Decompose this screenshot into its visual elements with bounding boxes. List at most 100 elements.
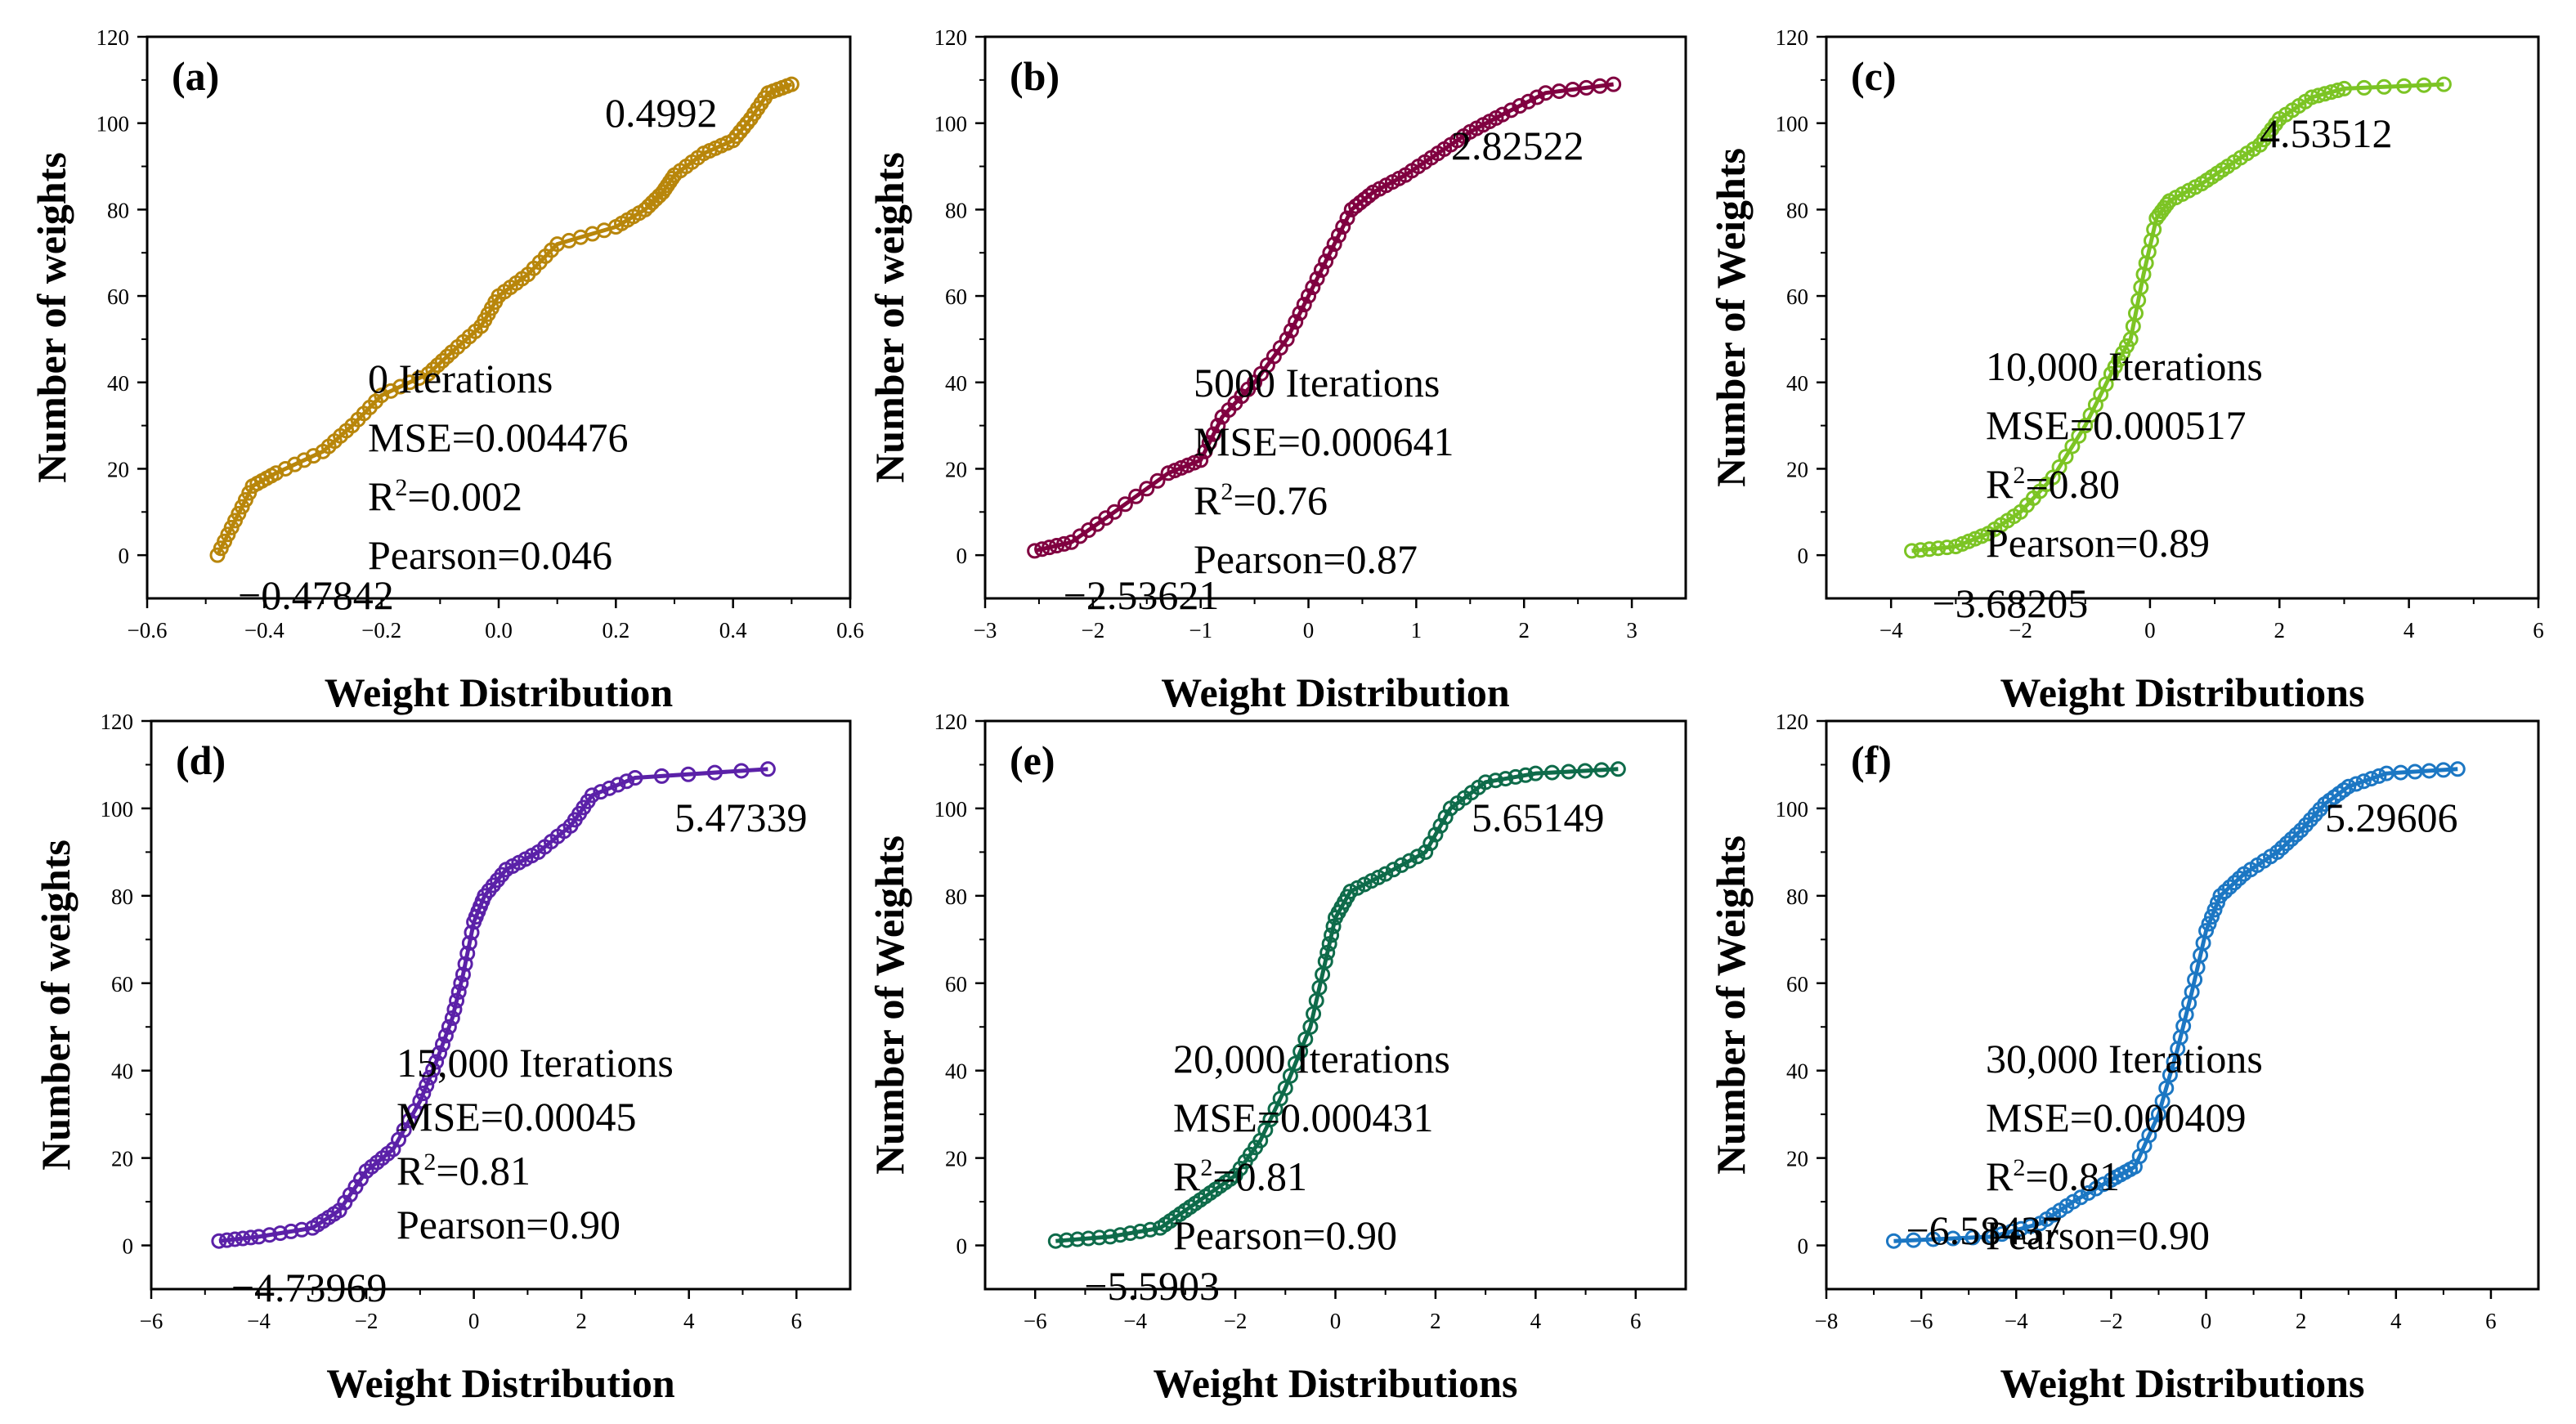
data-point — [374, 387, 390, 404]
x-tick-label: 4 — [2404, 618, 2415, 643]
data-point — [439, 348, 455, 365]
min-value-annotation: −0.47842 — [238, 572, 394, 618]
x-tick-label: 0 — [2201, 1309, 2212, 1333]
y-tick-label: 20 — [111, 1147, 133, 1171]
data-point — [2371, 768, 2387, 784]
x-tick-label: −4 — [1879, 618, 1903, 643]
data-point — [1149, 472, 1166, 489]
data-point — [420, 365, 437, 382]
data-point — [412, 1093, 428, 1109]
y-tick-label: 120 — [934, 25, 968, 50]
data-point — [1409, 849, 1426, 865]
data-point — [464, 925, 480, 941]
data-point — [1904, 543, 1920, 559]
mse-annotation: MSE=0.000641 — [1194, 419, 1454, 464]
y-tick-label: 40 — [107, 371, 129, 396]
data-point — [2376, 78, 2392, 95]
data-point — [429, 357, 446, 374]
data-point — [449, 992, 465, 1009]
x-tick-label: −8 — [1815, 1309, 1839, 1333]
data-point — [1210, 418, 1226, 434]
data-point — [1360, 187, 1377, 204]
data-point — [1906, 1232, 1922, 1248]
data-point — [1069, 1231, 1086, 1247]
data-point — [1197, 443, 1213, 459]
data-point — [1325, 918, 1342, 934]
y-tick-label: 0 — [123, 1234, 134, 1259]
x-tick-label: −2 — [355, 1309, 379, 1333]
x-axis-title: Weight Distribution — [325, 669, 674, 715]
data-point — [1027, 543, 1043, 559]
data-point — [306, 448, 322, 464]
pearson-annotation: Pearson=0.89 — [1986, 520, 2210, 566]
x-tick-label: −2 — [1224, 1309, 1248, 1333]
data-point — [1921, 541, 1938, 558]
data-point — [1945, 1230, 1961, 1247]
pearson-annotation: Pearson=0.90 — [396, 1202, 620, 1247]
y-tick-label: 20 — [945, 457, 967, 481]
data-point — [1056, 535, 1073, 552]
data-point — [1201, 435, 1217, 451]
data-point — [1283, 322, 1299, 338]
data-point — [2341, 778, 2357, 795]
x-tick-label: 4 — [683, 1309, 695, 1333]
plot-frame — [983, 35, 1687, 600]
panel-label: (f) — [1851, 737, 1892, 783]
y-tick-label: 0 — [956, 1234, 968, 1259]
data-point — [1477, 774, 1494, 790]
data-point — [1112, 1227, 1128, 1243]
data-point — [1930, 540, 1947, 557]
data-point — [1117, 496, 1133, 513]
max-value-annotation: 5.29606 — [2325, 795, 2458, 840]
data-point — [1939, 540, 1956, 556]
pearson-annotation: Pearson=0.90 — [1986, 1212, 2210, 1258]
y-axis-title: Number of Weights — [867, 835, 912, 1175]
y-tick-label: 100 — [934, 112, 968, 137]
y-tick-label: 0 — [956, 544, 968, 568]
data-point — [251, 1229, 267, 1245]
data-point — [419, 1077, 435, 1094]
data-point — [1401, 853, 1418, 869]
x-tick-label: 6 — [2485, 1309, 2497, 1333]
data-point — [2072, 1189, 2089, 1206]
x-tick-label: 2 — [576, 1309, 587, 1333]
x-tick-label: 3 — [1626, 618, 1637, 643]
series-line — [215, 82, 793, 557]
data-point — [243, 1229, 259, 1246]
y-axis-title: Number of weights — [29, 152, 74, 483]
data-point — [2212, 888, 2229, 904]
data-point — [1925, 1231, 1942, 1247]
y-tick-label: 40 — [111, 1059, 133, 1084]
data-point — [2416, 77, 2432, 93]
data-point — [446, 1001, 463, 1018]
x-tick-label: 4 — [1530, 1309, 1542, 1333]
data-point — [1080, 1230, 1096, 1247]
y-tick-label: 80 — [945, 884, 967, 909]
data-point — [1309, 271, 1325, 287]
y-axis-title: Number of Weights — [1708, 148, 1754, 487]
y-axis-title: Number of weights — [33, 840, 78, 1171]
data-point — [759, 761, 776, 777]
y-tick-label: 20 — [107, 457, 129, 481]
data-point — [1517, 767, 1534, 783]
data-point — [1318, 253, 1334, 270]
data-point — [680, 766, 697, 782]
data-point — [1059, 1232, 1075, 1248]
data-point — [1049, 538, 1065, 554]
y-tick-label: 40 — [1786, 1059, 1808, 1084]
y-tick-label: 40 — [945, 371, 967, 396]
data-point — [1378, 866, 1394, 882]
r2-annotation: R2=0.81 — [1986, 1153, 2120, 1199]
data-point — [262, 1227, 278, 1243]
data-point — [1984, 1229, 2000, 1245]
data-point — [1494, 106, 1511, 123]
data-point — [1610, 761, 1626, 777]
x-tick-label: 6 — [2533, 618, 2544, 643]
x-tick-label: −1 — [1189, 618, 1212, 643]
data-point — [2356, 79, 2372, 96]
data-point — [235, 1230, 251, 1247]
r2-annotation: R2=0.81 — [1173, 1153, 1307, 1199]
data-point — [425, 1062, 441, 1078]
